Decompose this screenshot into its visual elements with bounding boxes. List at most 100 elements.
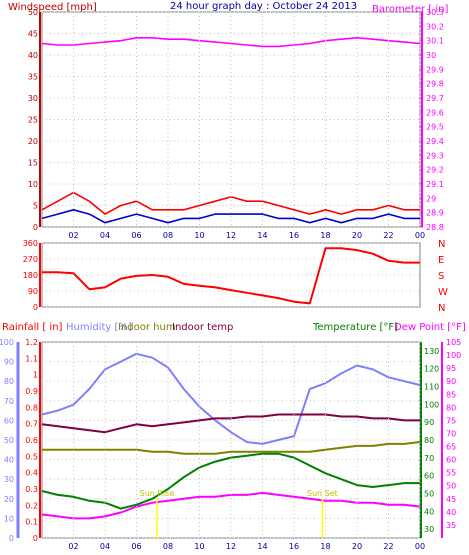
temp-x-tick-label: 06 xyxy=(131,542,141,551)
humidity-tick-label: 50 xyxy=(4,436,14,445)
barometer-tick-label: 29 xyxy=(426,194,436,203)
temperature-tick-label: 80 xyxy=(424,436,434,445)
compass-label: S xyxy=(438,271,444,282)
humidity-tick-label: 60 xyxy=(4,416,14,425)
barometer-tick-label: 29.6 xyxy=(426,108,444,117)
wind-x-tick-label: 20 xyxy=(352,231,362,240)
dewpoint-tick-label: 40 xyxy=(446,508,456,517)
wind-tick-label: 25 xyxy=(28,116,38,125)
temperature-tick-label: 90 xyxy=(424,418,434,427)
wind-tick-label: 20 xyxy=(28,137,38,146)
temp-x-tick-label: 12 xyxy=(226,542,236,551)
wind-x-tick-label: 06 xyxy=(131,231,141,240)
compass-label: E xyxy=(438,255,444,266)
temperature-tick-label: 100 xyxy=(424,400,439,409)
rainfall-label: Rainfall [ in] xyxy=(2,322,63,333)
direction-tick-label: 0 xyxy=(33,303,38,312)
barometer-tick-label: 30 xyxy=(426,51,436,60)
series-barometer xyxy=(41,36,421,48)
series-indoor-hum xyxy=(42,441,421,455)
temperature-tick-label: 70 xyxy=(424,454,434,463)
barometer-tick-label: 28.9 xyxy=(426,209,444,218)
wind-x-tick-label: 02 xyxy=(68,231,78,240)
rainfall-tick-label: 0.7 xyxy=(25,420,38,429)
temp-x-tick-label: 04 xyxy=(100,542,110,551)
rainfall-tick-label: 0.8 xyxy=(25,403,38,412)
rainfall-tick-label: 0.9 xyxy=(25,387,38,396)
wind-tick-label: 50 xyxy=(28,8,38,17)
barometer-tick-label: 30.2 xyxy=(426,22,444,31)
dewpoint-tick-label: 50 xyxy=(446,482,456,491)
dewpoint-tick-label: 45 xyxy=(446,495,456,504)
series-humidity xyxy=(41,352,421,445)
humidity-tick-label: 0 xyxy=(9,534,14,543)
temperature-label: Temperature [°F] xyxy=(312,322,398,333)
rainfall-tick-label: 1 xyxy=(33,371,38,380)
series-wind-direction xyxy=(42,247,420,305)
temperature-tick-label: 110 xyxy=(424,383,439,392)
rainfall-tick-label: 0.4 xyxy=(25,469,38,478)
temperature-tick-label: 30 xyxy=(424,525,434,534)
series-wind-speed xyxy=(41,209,420,224)
rainfall-tick-label: 0.3 xyxy=(25,485,38,494)
series-temperature xyxy=(41,452,420,510)
wind-x-tick-label: 22 xyxy=(383,231,393,240)
dewpoint-tick-label: 35 xyxy=(446,521,456,530)
barometer-tick-label: 29.1 xyxy=(426,180,444,189)
rainfall-tick-label: 1.1 xyxy=(25,354,38,363)
humidity-tick-label: 10 xyxy=(4,514,14,523)
wind-tick-label: 0 xyxy=(33,223,38,232)
sun-label: Sun Rise xyxy=(140,489,175,498)
temperature-tick-label: 130 xyxy=(424,347,439,356)
wind-tick-label: 40 xyxy=(28,51,38,60)
compass-label: N xyxy=(438,303,445,314)
series-wind-gust xyxy=(41,191,420,215)
wind-x-tick-label: 04 xyxy=(100,231,110,240)
barometer-tick-label: 30.3 xyxy=(426,8,444,17)
temp-x-tick-label: 02 xyxy=(68,542,78,551)
barometer-tick-label: 29.4 xyxy=(426,137,444,146)
wind-x-tick-label: 10 xyxy=(194,231,204,240)
wind-tick-label: 15 xyxy=(28,159,38,168)
temp-x-tick-label: 16 xyxy=(289,542,299,551)
barometer-axis-label: Barometer [ in] xyxy=(372,4,448,15)
series-indoor-temp xyxy=(41,413,420,434)
rainfall-tick-label: 0.6 xyxy=(25,436,38,445)
humidity-label: Humidity [%] xyxy=(66,322,132,333)
dewpoint-tick-label: 75 xyxy=(446,416,456,425)
humidity-tick-label: 90 xyxy=(4,358,14,367)
indoor-temp-label: Indoor temp xyxy=(172,322,233,333)
humidity-tick-label: 100 xyxy=(0,338,14,347)
temp-x-tick-label: 18 xyxy=(320,542,330,551)
barometer-tick-label: 29.7 xyxy=(426,94,444,103)
rainfall-tick-label: 0.5 xyxy=(25,452,38,461)
wind-tick-label: 30 xyxy=(28,94,38,103)
temperature-tick-label: 60 xyxy=(424,472,434,481)
barometer-tick-label: 29.2 xyxy=(426,166,444,175)
wind-tick-label: 45 xyxy=(28,30,38,39)
barometer-tick-label: 29.9 xyxy=(426,65,444,74)
dewpoint-tick-label: 80 xyxy=(446,403,456,412)
humidity-tick-label: 30 xyxy=(4,475,14,484)
temperature-tick-label: 50 xyxy=(424,489,434,498)
humidity-tick-label: 40 xyxy=(4,456,14,465)
barometer-tick-label: 30.1 xyxy=(426,37,444,46)
dewpoint-tick-label: 90 xyxy=(446,377,456,386)
temp-x-tick-label: 22 xyxy=(383,542,393,551)
wind-tick-label: 10 xyxy=(28,180,38,189)
dewpoint-label: Dew Point [°F] xyxy=(394,322,466,333)
direction-tick-label: 360 xyxy=(23,239,38,248)
wind-x-tick-label: 14 xyxy=(257,231,267,240)
humidity-tick-label: 20 xyxy=(4,495,14,504)
indoor-hum-label: Indoor hum xyxy=(118,322,176,333)
temp-x-tick-label: 08 xyxy=(163,542,173,551)
dewpoint-tick-label: 65 xyxy=(446,443,456,452)
direction-tick-label: 90 xyxy=(28,287,38,296)
barometer-tick-label: 29.3 xyxy=(426,151,444,160)
dewpoint-tick-label: 85 xyxy=(446,390,456,399)
dewpoint-tick-label: 95 xyxy=(446,364,456,373)
wind-x-tick-label: 18 xyxy=(320,231,330,240)
temp-x-tick-label: 20 xyxy=(352,542,362,551)
wind-x-tick-label: 12 xyxy=(226,231,236,240)
